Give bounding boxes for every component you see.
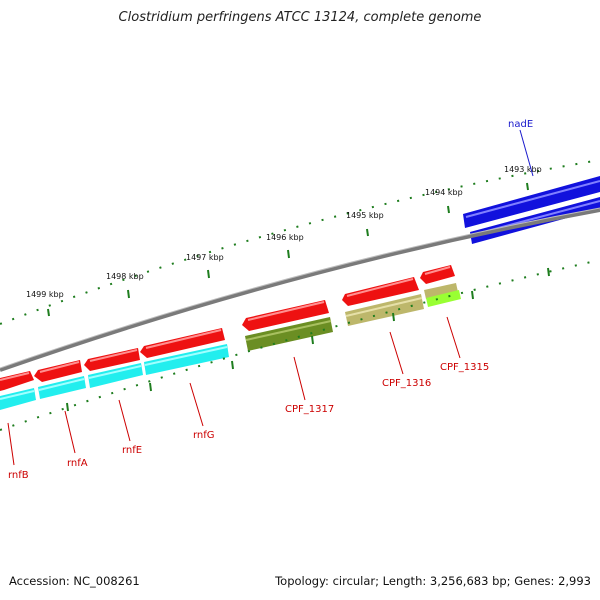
gene-CPF_1317-cds[interactable] [245,317,333,351]
gene-label-CPF_1316: CPF_1316 [382,378,431,389]
label-leaders [7,316,461,466]
genome-info-text: Topology: circular; Length: 3,256,683 bp… [275,574,591,588]
gene-rnfG-cds[interactable] [144,344,229,375]
gene-rnfG[interactable] [140,328,225,358]
gene-CPF_1315-khaki[interactable] [424,283,458,299]
map-title: Clostridium perfringens ATCC 13124, comp… [118,10,482,25]
major-ticks [47,182,529,317]
gene-label-CPF_1315: CPF_1315 [440,362,489,373]
gene-rnfA[interactable] [34,360,82,382]
gene-CPF_1315-lime[interactable] [426,290,461,307]
gene-CPF_1316-cds[interactable] [345,294,424,326]
tick-label-1499: 1499 kbp [26,290,64,299]
tick-label-1498: 1498 kbp [106,272,144,281]
gene-CPF_1316[interactable] [342,277,419,306]
gene-CPF_1315[interactable] [420,265,455,284]
genome-backbone [0,208,600,372]
tick-label-1497: 1497 kbp [186,253,224,262]
tick-1494 [447,205,450,214]
tick-1498 [127,289,130,299]
gene-rnfB[interactable] [0,371,34,391]
tick-1496 [287,249,290,259]
inner-major-ticks [66,267,550,412]
nadE-leader [519,129,534,177]
tick-1495 [366,228,369,237]
tick-label-1496: 1496 kbp [266,233,304,242]
tick-1497 [207,269,210,279]
gene-rnfE[interactable] [84,348,140,371]
gene-label-nadE: nadE [508,119,533,130]
tick-label-1494: 1494 kbp [425,188,463,197]
tick-1499 [47,308,50,317]
gene-label-rnfE: rnfE [122,445,142,456]
outer-tick-track [0,159,600,325]
gene-label-rnfA: rnfA [67,458,88,469]
gene-rnfE-cds[interactable] [88,363,143,388]
gene-CPF_1317[interactable] [242,300,329,331]
tick-1493 [526,182,529,191]
gene-label-CPF_1317: CPF_1317 [285,404,334,415]
tick-label-1493: 1493 kbp [504,165,542,174]
gene-rnfB-cds[interactable] [0,388,36,410]
gene-label-rnfG: rnfG [193,430,215,441]
tick-label-1495: 1495 kbp [346,211,384,220]
accession-text: Accession: NC_008261 [9,574,140,588]
gene-label-rnfB: rnfB [8,470,29,481]
gene-rnfA-cds[interactable] [38,376,86,399]
